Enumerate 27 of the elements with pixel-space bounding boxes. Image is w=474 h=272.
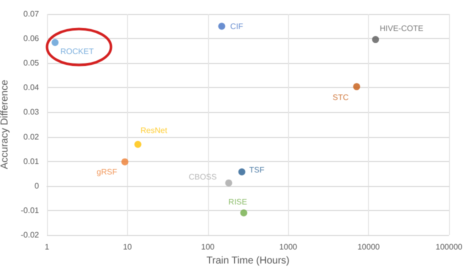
y-tick-label: -0.02 xyxy=(20,230,40,240)
series-label: HIVE-COTE xyxy=(380,24,424,34)
y-tick-label: 0.06 xyxy=(23,34,40,44)
y-tick-label: 0.07 xyxy=(23,10,40,18)
y-tick-label: 0.04 xyxy=(23,83,40,92)
y-axis-title: Accuracy Difference xyxy=(0,79,10,170)
series-label: CIF xyxy=(230,22,244,31)
y-tick-label: 0 xyxy=(34,181,40,190)
series-label: TSF xyxy=(249,165,264,174)
series-label: gRSF xyxy=(96,167,118,176)
y-tick-label: 0.02 xyxy=(23,132,40,142)
y-tick-label: 0.03 xyxy=(23,108,40,117)
x-tick-label: 100000 xyxy=(436,242,463,252)
x-tick-label: 10000 xyxy=(357,242,380,252)
x-tick-label: 1000 xyxy=(279,242,298,252)
series-label: ResNet xyxy=(140,126,168,135)
series-label: RISE xyxy=(228,197,248,206)
series-label: ROCKET xyxy=(60,46,94,56)
y-tick-label: 0.01 xyxy=(23,156,40,166)
x-axis-title: Train Time (Hours) xyxy=(206,255,290,266)
series-label: CBOSS xyxy=(188,172,217,182)
y-tick-label: -0.01 xyxy=(20,206,40,215)
y-tick-label: 0.05 xyxy=(23,58,40,68)
x-tick-label: 10 xyxy=(122,242,132,252)
x-tick-label: 100 xyxy=(201,242,216,252)
x-tick-label: 1 xyxy=(44,242,50,252)
series-label: STC xyxy=(332,93,349,102)
